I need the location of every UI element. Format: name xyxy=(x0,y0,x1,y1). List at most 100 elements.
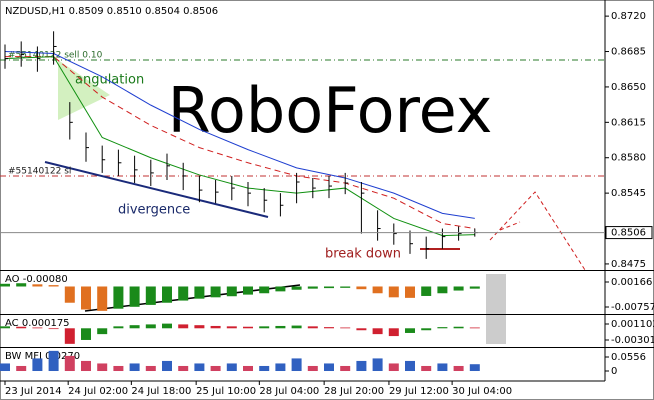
histogram-bar xyxy=(340,286,351,288)
histogram-bar xyxy=(97,286,108,311)
histogram-bar xyxy=(259,326,270,329)
x-tick-label: 28 Jul 20:00 xyxy=(324,386,384,397)
histogram-bar xyxy=(340,365,351,372)
chart-title: NZDUSD,H1 0.8509 0.8510 0.8504 0.8506 xyxy=(5,6,218,17)
histogram-bar xyxy=(243,326,253,329)
x-tick-label: 24 Jul 18:00 xyxy=(131,386,191,397)
histogram-bar xyxy=(162,286,172,303)
histogram-bar xyxy=(259,365,270,372)
histogram-bar xyxy=(129,286,140,307)
angulation-area xyxy=(58,60,110,120)
annotation: divergence xyxy=(118,203,190,218)
histogram-bar xyxy=(16,283,27,287)
histogram-bar xyxy=(48,350,59,372)
y-tick-label: -0.00757 xyxy=(611,302,654,313)
x-tick-label: 23 Jul 2014 xyxy=(5,386,62,397)
histogram-bar xyxy=(64,355,75,372)
y-tick-label: -0.00301 xyxy=(611,335,654,346)
y-tick-label: 0.8720 xyxy=(611,11,646,22)
histogram-bar xyxy=(48,328,59,330)
histogram-bar xyxy=(81,286,91,310)
y-tick-label: 0.00166 xyxy=(611,277,652,288)
x-tick-label: 24 Jul 02:00 xyxy=(68,386,128,397)
histogram-bar xyxy=(81,360,91,372)
histogram-bar xyxy=(388,328,399,337)
order-label: #55140122 sell 0.10 xyxy=(8,51,103,61)
histogram-bar xyxy=(275,325,286,329)
histogram-bar xyxy=(113,286,124,309)
histogram-bar xyxy=(194,363,205,372)
histogram-bar xyxy=(129,325,140,329)
y-tick-label: 0.8615 xyxy=(611,117,646,128)
histogram-bar xyxy=(32,327,43,329)
histogram-bar xyxy=(64,286,75,303)
panel-label: AC 0.000175 xyxy=(5,318,70,329)
histogram-bar xyxy=(453,286,464,291)
histogram-bar xyxy=(162,360,172,372)
histogram-bar xyxy=(210,325,221,329)
watermark: RoboForex xyxy=(168,74,493,147)
histogram-bar xyxy=(356,286,367,290)
histogram-bar xyxy=(194,286,205,299)
forecast xyxy=(499,221,521,231)
histogram-bar xyxy=(421,286,432,296)
histogram-bar xyxy=(275,363,286,372)
y-tick-label: 0.8650 xyxy=(611,82,646,93)
histogram-bar xyxy=(178,324,189,329)
current-price-box xyxy=(605,226,653,240)
panel-label: BW MFI 0.0270 xyxy=(5,351,80,362)
histogram-bar xyxy=(97,363,108,372)
histogram-bar xyxy=(259,286,270,294)
x-tick-label: 30 Jul 04:00 xyxy=(452,386,512,397)
histogram-bar xyxy=(145,365,156,372)
histogram-bar xyxy=(178,365,189,372)
forecast xyxy=(489,191,586,271)
histogram-bar xyxy=(81,328,91,340)
histogram-bar xyxy=(194,325,205,329)
current-price-label: 0.8506 xyxy=(611,228,646,239)
histogram-bar xyxy=(226,363,237,372)
histogram-bar xyxy=(437,286,448,294)
histogram-bar xyxy=(129,363,140,372)
histogram-bar xyxy=(307,326,318,329)
histogram-bar xyxy=(340,327,351,329)
y-tick-label: 0.8545 xyxy=(611,188,646,199)
histogram-bar xyxy=(372,286,383,294)
x-tick-label: 25 Jul 10:00 xyxy=(196,386,256,397)
y-tick-label: 0.0556 xyxy=(611,352,646,363)
panel-label: AO -0.00080 xyxy=(5,274,68,285)
histogram-bar xyxy=(210,365,221,372)
histogram-bar xyxy=(324,327,334,329)
histogram-bar xyxy=(291,358,302,372)
histogram-bar xyxy=(307,365,318,372)
histogram-bar xyxy=(16,326,27,329)
histogram-bar xyxy=(324,363,334,372)
histogram-bar xyxy=(0,326,10,329)
y-tick-label: 0 xyxy=(611,366,617,377)
histogram-bar xyxy=(405,360,415,372)
histogram-bar xyxy=(372,328,383,335)
histogram-bar xyxy=(388,363,399,372)
histogram-bar xyxy=(64,328,75,344)
histogram-bar xyxy=(0,363,10,372)
histogram-bar xyxy=(32,358,43,372)
order-label: #55140122 sl xyxy=(8,167,71,177)
annotation: break down xyxy=(325,247,401,262)
histogram-bar xyxy=(356,360,367,372)
histogram-bar xyxy=(145,324,156,329)
histogram-bar xyxy=(291,286,302,290)
histogram-bar xyxy=(469,327,480,329)
histogram-bar xyxy=(243,365,253,372)
histogram-bar xyxy=(226,286,237,297)
histogram-bar xyxy=(307,286,318,289)
divergence-line xyxy=(44,161,269,218)
histogram-bar xyxy=(356,328,367,331)
histogram-bar xyxy=(421,328,432,331)
indicator-line xyxy=(4,51,475,219)
indicator-line xyxy=(5,56,475,230)
histogram-bar xyxy=(405,286,415,298)
histogram-bar xyxy=(437,363,448,372)
histogram-bar xyxy=(0,283,10,287)
